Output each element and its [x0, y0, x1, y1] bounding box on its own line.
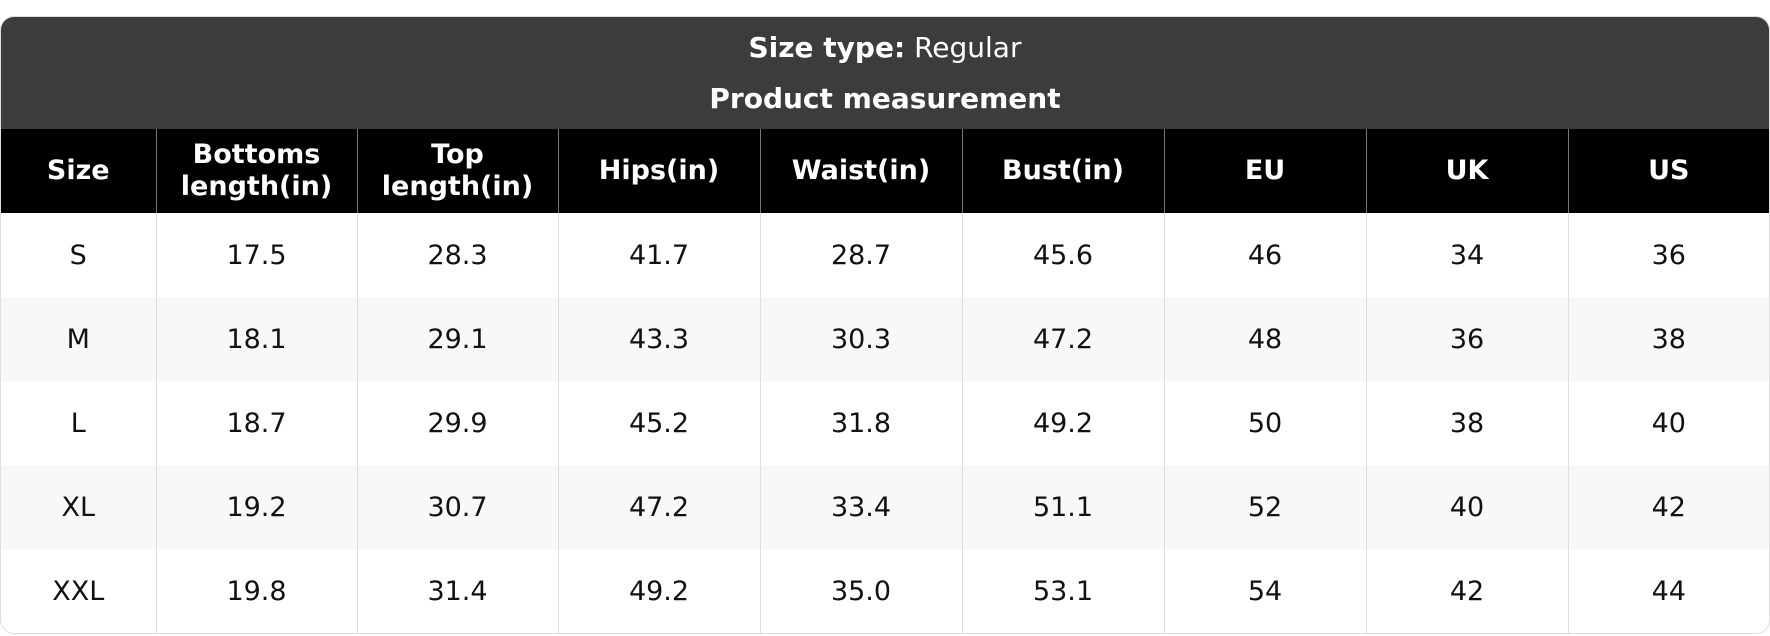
table-cell: 40 [1365, 465, 1568, 549]
table-cell: 34 [1365, 213, 1568, 297]
table-cell: 40 [1567, 381, 1769, 465]
table-cell: 50 [1163, 381, 1366, 465]
table-cell: 44 [1567, 549, 1769, 633]
column-header: Top length(in) [356, 129, 558, 213]
size-type-line: Size type: Regular [1, 17, 1769, 79]
table-cell: 53.1 [961, 549, 1164, 633]
table-cell: 42 [1365, 549, 1568, 633]
chart-header: Size type: Regular Product measurement [1, 17, 1769, 129]
table-cell: 29.1 [356, 297, 558, 381]
header-row: Size Bottoms length(in) Top length(in) Hips… [1, 129, 1769, 213]
table-cell: S [69, 239, 87, 271]
table-cell: 29.9 [356, 381, 558, 465]
column-header: Bottoms length(in) [155, 129, 357, 213]
column-header: EU [1163, 129, 1366, 213]
table-cell: 36 [1365, 297, 1568, 381]
table-cell: 38 [1365, 381, 1568, 465]
table-cell: 31.8 [759, 381, 962, 465]
table-cell: 51.1 [961, 465, 1164, 549]
table-cell: 18.1 [155, 297, 357, 381]
size-type-label: Size type: [748, 31, 906, 64]
measurement-table: Size Bottoms length(in) Top length(in) Hips… [1, 129, 1769, 633]
table-cell: 41.7 [557, 213, 760, 297]
column-header: Bust(in) [961, 129, 1164, 213]
table-row: S 17.5 28.3 41.7 28.7 45.6 46 34 36 [1, 213, 1769, 297]
table-cell: 30.7 [356, 465, 558, 549]
column-header: US [1567, 129, 1769, 213]
table-cell: 46 [1163, 213, 1366, 297]
table-cell: XL [1, 465, 156, 549]
subtitle: Product measurement [709, 82, 1061, 115]
table-cell: 54 [1163, 549, 1366, 633]
table-cell: 48 [1163, 297, 1366, 381]
table-row: L 18.7 29.9 45.2 31.8 49.2 50 38 40 [1, 381, 1769, 465]
table-cell: 49.2 [961, 381, 1164, 465]
table-row: XXL 19.8 31.4 49.2 35.0 53.1 54 42 44 [1, 549, 1769, 633]
column-header: UK [1365, 129, 1568, 213]
table-cell: 28.3 [356, 213, 558, 297]
table-cell: 45.2 [557, 381, 760, 465]
table-cell: 17.5 [155, 213, 357, 297]
size-type-value: Regular [914, 31, 1022, 64]
table-cell: XXL [52, 575, 105, 607]
table-cell: 35.0 [759, 549, 962, 633]
table-cell: M [1, 297, 156, 381]
table-cell: 42 [1567, 465, 1769, 549]
table-body: S 17.5 28.3 41.7 28.7 45.6 46 34 36 M 18.1 29.1 43.3… [1, 213, 1769, 633]
table-cell: 47.2 [557, 465, 760, 549]
table-cell: 28.7 [759, 213, 962, 297]
column-header: Hips(in) [557, 129, 760, 213]
table-cell: 45.6 [961, 213, 1164, 297]
size-chart: Size type: Regular Product measurement S… [0, 16, 1770, 634]
table-cell: 36 [1567, 213, 1769, 297]
table-row: M 18.1 29.1 43.3 30.3 47.2 48 36 38 [1, 297, 1769, 381]
table-cell: 19.2 [155, 465, 357, 549]
table-cell: 49.2 [557, 549, 760, 633]
column-header: Size [1, 129, 156, 213]
table-cell: 47.2 [961, 297, 1164, 381]
table-row: XL 19.2 30.7 47.2 33.4 51.1 52 40 42 [1, 465, 1769, 549]
table-cell: 19.8 [155, 549, 357, 633]
table-cell: 31.4 [356, 549, 558, 633]
column-header: Waist(in) [759, 129, 962, 213]
table-cell: 43.3 [557, 297, 760, 381]
table-cell: 33.4 [759, 465, 962, 549]
table-cell: 52 [1163, 465, 1366, 549]
table-cell: 30.3 [759, 297, 962, 381]
table-cell: 18.7 [155, 381, 357, 465]
table-cell: 38 [1567, 297, 1769, 381]
table-cell: L [70, 407, 86, 439]
